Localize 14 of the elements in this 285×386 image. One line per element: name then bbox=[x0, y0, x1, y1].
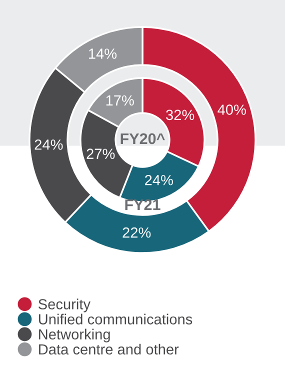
legend-label: Networking bbox=[39, 328, 110, 342]
data-label: 14% bbox=[88, 48, 117, 59]
legend-label: Security bbox=[38, 298, 90, 312]
slice-label: FY21 bbox=[125, 199, 160, 210]
data-label: 27% bbox=[86, 148, 115, 159]
data-label: 32% bbox=[166, 110, 194, 120]
data-label: 24% bbox=[145, 174, 173, 186]
slice-label: FY20^ bbox=[120, 133, 165, 144]
data-label: 40% bbox=[218, 104, 246, 115]
legend-label: Unified communications bbox=[38, 314, 192, 324]
data-label: 22% bbox=[122, 227, 151, 238]
data-label: 17% bbox=[106, 95, 134, 106]
legend-label: Data centre and other bbox=[39, 344, 179, 355]
data-label: 24% bbox=[34, 139, 63, 150]
